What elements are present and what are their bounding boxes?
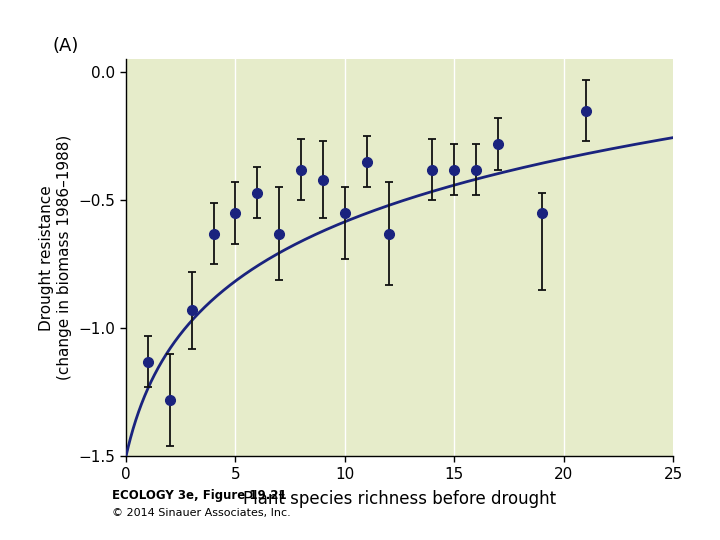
- X-axis label: Plant species richness before drought: Plant species richness before drought: [243, 490, 556, 508]
- Text: (A): (A): [52, 37, 78, 56]
- Text: ECOLOGY 3e, Figure 19.21: ECOLOGY 3e, Figure 19.21: [112, 489, 287, 502]
- Text: © 2014 Sinauer Associates, Inc.: © 2014 Sinauer Associates, Inc.: [112, 508, 290, 518]
- Y-axis label: Drought resistance
(change in biomass 1986–1988): Drought resistance (change in biomass 19…: [40, 135, 72, 381]
- Text: Figure 19.21  Species Diversity and Community Function (Part 1): Figure 19.21 Species Diversity and Commu…: [6, 13, 480, 28]
